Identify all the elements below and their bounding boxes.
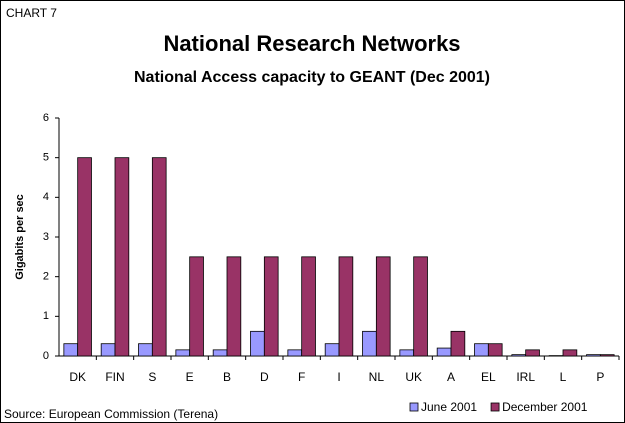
y-tick-label: 1 (43, 310, 49, 322)
bar (138, 343, 153, 357)
x-tick-label: IRL (516, 370, 535, 384)
legend-label: December 2001 (502, 400, 588, 414)
x-tick-label: NL (369, 370, 385, 384)
bar (175, 349, 191, 357)
x-tick-label: B (223, 370, 231, 384)
bar (189, 256, 204, 357)
bar (226, 256, 242, 357)
x-tick-label: A (447, 370, 455, 384)
bar (301, 256, 316, 357)
x-tick-label: P (596, 370, 604, 384)
bar (324, 343, 340, 357)
x-tick-label: D (260, 370, 269, 384)
y-tick-label: 4 (43, 191, 49, 203)
bar (151, 157, 167, 357)
bar (436, 347, 452, 357)
bar (250, 330, 265, 357)
bar (413, 256, 428, 357)
x-tick-label: F (298, 370, 305, 384)
x-tick-label: EL (481, 370, 496, 384)
bar (100, 343, 116, 357)
x-tick-label: L (560, 370, 567, 384)
x-tick-label: UK (405, 370, 422, 384)
bar (287, 349, 303, 357)
bar (511, 354, 527, 357)
bar (562, 349, 578, 357)
y-tick-label: 2 (43, 271, 49, 283)
bar (487, 343, 503, 357)
bar (399, 349, 415, 357)
source: Source: European Commission (Terena) (4, 407, 218, 421)
bar (599, 354, 615, 357)
legend-label: June 2001 (421, 400, 477, 414)
y-tick-label: 0 (43, 350, 49, 362)
bar (114, 157, 130, 357)
bar (586, 354, 601, 357)
x-tick-label: FIN (105, 370, 124, 384)
x-tick-label: S (148, 370, 156, 384)
bar (63, 343, 79, 357)
x-tick-label: I (337, 370, 340, 384)
bar (362, 330, 377, 357)
x-tick-label: E (186, 370, 194, 384)
legend-swatch (409, 402, 419, 412)
y-tick-label: 3 (43, 231, 49, 243)
bar (212, 349, 228, 357)
y-tick-label: 5 (43, 152, 49, 164)
y-tick-label: 6 (43, 112, 49, 124)
bar (338, 256, 354, 357)
bar (525, 349, 540, 357)
chart-title: National Research Networks (163, 31, 460, 56)
bar (375, 256, 391, 357)
legend-swatch (490, 402, 500, 412)
bar (450, 330, 466, 357)
x-tick-label: DK (69, 370, 86, 384)
chart-label: CHART 7 (6, 6, 57, 20)
bar (263, 256, 279, 357)
bar (474, 343, 489, 357)
y-axis-label: Gigabits per sec (14, 194, 26, 280)
bar (77, 157, 92, 357)
chart-subtitle: National Access capacity to GEANT (Dec 2… (134, 69, 490, 86)
